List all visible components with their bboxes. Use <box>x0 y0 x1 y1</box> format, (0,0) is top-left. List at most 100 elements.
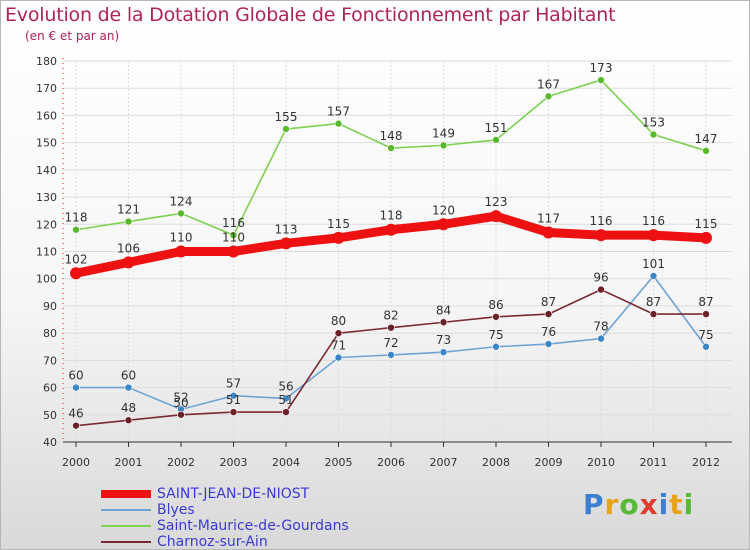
x-tick-label: 2005 <box>325 456 353 469</box>
chart-subtitle: (en € et par an) <box>25 29 120 43</box>
data-label-saint-maurice-de-gourdans: 147 <box>695 132 718 146</box>
data-label-saint-maurice-de-gourdans: 149 <box>432 126 455 140</box>
y-tick-label: 160 <box>36 109 57 122</box>
data-point-blyes <box>544 340 553 348</box>
data-point-saint-jean-de-niost <box>700 231 712 244</box>
data-label-blyes: 75 <box>488 328 503 342</box>
y-tick-label: 40 <box>43 436 57 449</box>
legend-label-charnoz-sur-ain: Charnoz-sur-Ain <box>157 534 268 550</box>
data-label-charnoz-sur-ain: 87 <box>646 295 661 309</box>
data-point-saint-jean-de-niost <box>332 231 345 244</box>
data-label-saint-jean-de-niost: 116 <box>590 214 613 228</box>
data-label-saint-jean-de-niost: 120 <box>432 203 455 217</box>
y-tick-label: 90 <box>43 300 57 313</box>
data-point-charnoz-sur-ain <box>544 310 553 318</box>
data-point-saint-jean-de-niost <box>385 223 397 236</box>
data-label-charnoz-sur-ain: 87 <box>698 295 713 309</box>
data-point-saint-maurice-de-gourdans <box>439 141 448 150</box>
data-point-saint-maurice-de-gourdans <box>387 144 395 152</box>
logo-letter: r <box>604 488 620 521</box>
data-label-blyes: 60 <box>121 369 136 383</box>
data-label-saint-maurice-de-gourdans: 118 <box>65 211 88 225</box>
x-tick-label: 2008 <box>482 456 510 469</box>
y-tick-label: 100 <box>36 273 57 286</box>
data-point-blyes <box>124 383 133 392</box>
data-label-saint-jean-de-niost: 115 <box>327 217 350 231</box>
data-label-blyes: 75 <box>698 328 713 342</box>
y-tick-label: 170 <box>36 82 57 95</box>
x-tick-label: 2000 <box>62 456 90 469</box>
y-tick-label: 50 <box>43 409 57 422</box>
data-label-blyes: 56 <box>278 379 293 393</box>
data-point-charnoz-sur-ain <box>177 410 185 419</box>
data-point-blyes <box>649 272 658 280</box>
x-tick-label: 2010 <box>587 456 615 469</box>
data-point-blyes <box>72 383 80 392</box>
data-label-saint-maurice-de-gourdans: 153 <box>642 115 665 129</box>
data-point-blyes <box>282 394 290 403</box>
data-label-blyes: 52 <box>173 390 188 404</box>
data-point-charnoz-sur-ain <box>124 416 133 425</box>
data-point-saint-jean-de-niost <box>437 218 450 231</box>
data-label-saint-maurice-de-gourdans: 157 <box>327 105 350 119</box>
data-point-saint-maurice-de-gourdans <box>492 136 500 144</box>
data-point-saint-jean-de-niost <box>595 229 607 242</box>
y-tick-label: 110 <box>36 246 57 259</box>
data-point-saint-jean-de-niost <box>122 256 135 269</box>
data-point-saint-jean-de-niost <box>280 237 292 250</box>
legend-item-saint-jean-de-niost[interactable]: SAINT-JEAN-DE-NIOST <box>101 486 349 502</box>
data-label-saint-jean-de-niost: 113 <box>275 222 298 236</box>
data-label-saint-maurice-de-gourdans: 155 <box>275 110 298 124</box>
y-tick-label: 70 <box>43 354 57 367</box>
data-label-blyes: 78 <box>593 320 608 334</box>
logo-letter: i <box>658 488 670 521</box>
legend-item-charnoz-sur-ain[interactable]: Charnoz-sur-Ain <box>101 534 349 550</box>
y-tick-label: 150 <box>36 137 57 150</box>
legend-label-saint-maurice-de-gourdans: Saint-Maurice-de-Gourdans <box>157 518 349 534</box>
data-label-charnoz-sur-ain: 80 <box>331 314 346 328</box>
data-label-saint-jean-de-niost: 110 <box>222 231 245 245</box>
data-point-saint-maurice-de-gourdans <box>229 231 238 239</box>
x-tick-label: 2011 <box>640 456 668 469</box>
x-tick-label: 2006 <box>377 456 405 469</box>
data-point-saint-maurice-de-gourdans <box>282 125 290 133</box>
logo-letter: P <box>583 488 605 521</box>
data-label-saint-jean-de-niost: 102 <box>65 252 88 266</box>
legend-item-saint-maurice-de-gourdans[interactable]: Saint-Maurice-de-Gourdans <box>101 518 349 534</box>
data-label-charnoz-sur-ain: 87 <box>541 295 556 309</box>
data-label-charnoz-sur-ain: 51 <box>226 393 241 407</box>
data-label-charnoz-sur-ain: 84 <box>436 303 451 317</box>
data-label-saint-maurice-de-gourdans: 116 <box>222 216 245 230</box>
data-label-blyes: 73 <box>436 333 451 347</box>
y-tick-label: 120 <box>36 218 57 231</box>
data-label-charnoz-sur-ain: 48 <box>121 401 136 415</box>
data-label-charnoz-sur-ain: 86 <box>488 298 503 312</box>
data-label-charnoz-sur-ain: 96 <box>593 271 608 285</box>
data-point-saint-maurice-de-gourdans <box>177 209 185 218</box>
data-label-charnoz-sur-ain: 50 <box>173 396 188 410</box>
data-label-saint-jean-de-niost: 118 <box>380 209 403 223</box>
y-tick-label: 180 <box>36 55 57 68</box>
legend-item-blyes[interactable]: Blyes <box>101 502 349 518</box>
data-point-saint-maurice-de-gourdans <box>334 119 343 128</box>
data-point-saint-jean-de-niost <box>227 245 240 258</box>
data-label-saint-jean-de-niost: 110 <box>170 231 193 245</box>
data-label-saint-jean-de-niost: 123 <box>485 195 508 209</box>
x-tick-label: 2003 <box>220 456 248 469</box>
data-point-saint-jean-de-niost <box>490 210 502 223</box>
data-label-saint-maurice-de-gourdans: 148 <box>380 129 403 143</box>
data-label-saint-maurice-de-gourdans: 124 <box>170 194 193 208</box>
y-tick-label: 140 <box>36 164 57 177</box>
legend-swatch-saint-maurice-de-gourdans <box>101 525 151 527</box>
chart-title: Evolution de la Dotation Globale de Fonc… <box>5 4 616 26</box>
data-label-saint-jean-de-niost: 116 <box>642 214 665 228</box>
data-point-saint-jean-de-niost <box>70 267 82 280</box>
proxiti-logo: Proxiti <box>583 488 694 521</box>
legend: SAINT-JEAN-DE-NIOST Blyes Saint-Maurice-… <box>101 486 349 550</box>
data-point-blyes <box>334 353 343 362</box>
data-point-charnoz-sur-ain <box>702 310 710 318</box>
data-point-charnoz-sur-ain <box>597 285 605 294</box>
data-point-blyes <box>597 334 605 343</box>
x-tick-label: 2001 <box>115 456 143 469</box>
